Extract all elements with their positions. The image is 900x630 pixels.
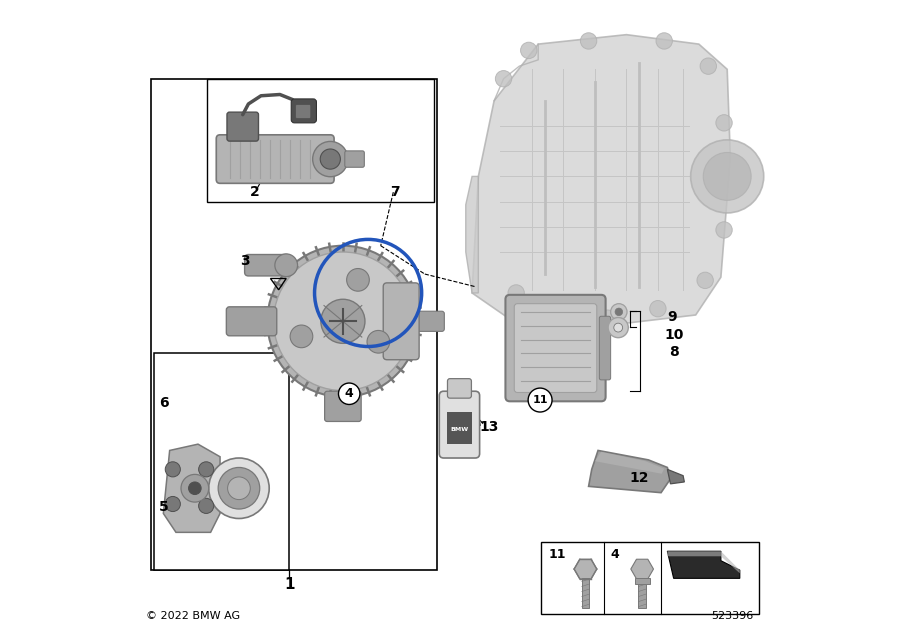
Circle shape xyxy=(690,140,764,213)
Circle shape xyxy=(166,496,180,512)
Polygon shape xyxy=(574,559,597,579)
Circle shape xyxy=(166,462,180,477)
FancyBboxPatch shape xyxy=(383,283,419,360)
Text: 2: 2 xyxy=(250,185,259,199)
Text: 13: 13 xyxy=(480,420,499,434)
Circle shape xyxy=(615,308,623,316)
Text: 8: 8 xyxy=(670,345,679,358)
Bar xyxy=(581,578,590,608)
Polygon shape xyxy=(589,450,670,493)
Circle shape xyxy=(528,388,552,412)
Circle shape xyxy=(495,71,512,87)
Circle shape xyxy=(608,318,628,338)
Circle shape xyxy=(650,301,666,317)
Text: 5: 5 xyxy=(159,500,169,514)
Circle shape xyxy=(367,331,390,353)
Circle shape xyxy=(228,477,250,500)
Circle shape xyxy=(199,498,214,513)
Bar xyxy=(638,578,646,608)
Circle shape xyxy=(700,58,716,74)
Circle shape xyxy=(312,142,348,177)
Text: 6: 6 xyxy=(159,396,169,410)
Text: BMW: BMW xyxy=(450,427,469,432)
FancyBboxPatch shape xyxy=(216,135,334,183)
FancyBboxPatch shape xyxy=(345,151,364,168)
FancyBboxPatch shape xyxy=(447,379,472,398)
Circle shape xyxy=(189,482,202,495)
Circle shape xyxy=(614,323,623,332)
Circle shape xyxy=(267,246,419,397)
Circle shape xyxy=(610,304,627,320)
Circle shape xyxy=(199,462,214,477)
Bar xyxy=(208,79,434,202)
Text: 11: 11 xyxy=(549,548,566,561)
Circle shape xyxy=(321,299,365,343)
FancyBboxPatch shape xyxy=(506,295,606,401)
Text: 3: 3 xyxy=(240,255,250,268)
Circle shape xyxy=(218,467,260,509)
Polygon shape xyxy=(595,452,664,474)
Bar xyxy=(154,353,290,570)
FancyBboxPatch shape xyxy=(514,304,597,392)
Circle shape xyxy=(716,115,733,131)
Text: 4: 4 xyxy=(345,387,354,400)
Circle shape xyxy=(274,252,412,391)
FancyBboxPatch shape xyxy=(227,112,258,141)
Circle shape xyxy=(656,33,672,49)
FancyBboxPatch shape xyxy=(439,391,480,458)
Text: © 2022 BMW AG: © 2022 BMW AG xyxy=(147,610,240,621)
Circle shape xyxy=(346,268,369,291)
Polygon shape xyxy=(668,551,740,578)
Polygon shape xyxy=(631,559,653,579)
FancyBboxPatch shape xyxy=(599,316,610,380)
Polygon shape xyxy=(668,469,684,484)
Circle shape xyxy=(508,285,525,301)
FancyBboxPatch shape xyxy=(227,307,277,336)
Circle shape xyxy=(181,474,209,502)
Text: 7: 7 xyxy=(390,185,400,199)
Bar xyxy=(542,542,759,614)
FancyBboxPatch shape xyxy=(414,311,445,331)
Circle shape xyxy=(520,42,537,59)
Circle shape xyxy=(549,307,565,323)
Text: 4: 4 xyxy=(610,548,619,561)
Polygon shape xyxy=(668,551,740,573)
Polygon shape xyxy=(164,444,220,532)
Bar xyxy=(151,79,437,570)
Bar xyxy=(634,578,650,583)
Bar xyxy=(447,411,473,444)
Polygon shape xyxy=(466,176,479,293)
Circle shape xyxy=(320,149,340,169)
Circle shape xyxy=(209,458,269,518)
Circle shape xyxy=(290,325,313,348)
Text: 523396: 523396 xyxy=(711,610,753,621)
Circle shape xyxy=(580,33,597,49)
Circle shape xyxy=(697,272,714,289)
Circle shape xyxy=(599,310,616,326)
FancyBboxPatch shape xyxy=(245,255,290,276)
Text: 11: 11 xyxy=(532,395,548,405)
Text: 12: 12 xyxy=(629,471,649,484)
Circle shape xyxy=(338,383,360,404)
FancyBboxPatch shape xyxy=(292,99,317,123)
FancyBboxPatch shape xyxy=(325,391,361,421)
Circle shape xyxy=(716,222,733,238)
Circle shape xyxy=(703,152,751,200)
Polygon shape xyxy=(472,35,731,328)
Text: 1: 1 xyxy=(284,577,294,592)
FancyBboxPatch shape xyxy=(295,105,310,118)
Text: 10: 10 xyxy=(664,328,684,341)
Circle shape xyxy=(274,254,298,277)
Text: 9: 9 xyxy=(668,310,677,324)
